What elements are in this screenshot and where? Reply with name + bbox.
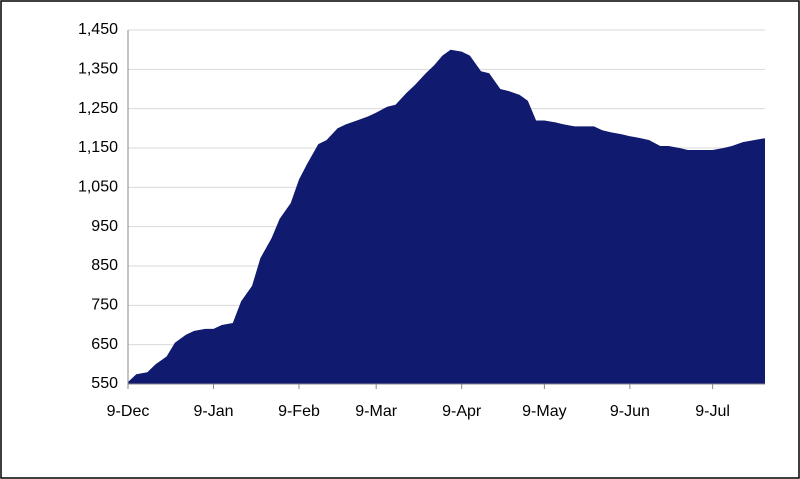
- x-tick-label: 9-May: [522, 403, 566, 420]
- y-tick-label: 1,150: [78, 139, 118, 156]
- x-tick-label: 9-Jun: [610, 403, 650, 420]
- y-tick-label: 1,050: [78, 179, 118, 196]
- x-tick-label: 9-Feb: [278, 403, 320, 420]
- y-tick-label: 950: [91, 218, 118, 235]
- y-tick-label: 750: [91, 297, 118, 314]
- x-tick-label: 9-Mar: [355, 403, 397, 420]
- y-tick-label: 550: [91, 375, 118, 392]
- x-tick-label: 9-Jul: [695, 403, 730, 420]
- area: [128, 49, 765, 384]
- y-tick-label: 650: [91, 336, 118, 353]
- y-tick-label: 1,250: [78, 100, 118, 117]
- x-tick-label: 9-Dec: [107, 403, 150, 420]
- x-tick-label: 9-Jan: [193, 403, 233, 420]
- y-tick-label: 1,450: [78, 21, 118, 38]
- y-tick-label: 850: [91, 257, 118, 274]
- y-tick-label: 1,350: [78, 61, 118, 78]
- x-tick-label: 9-Apr: [442, 403, 482, 420]
